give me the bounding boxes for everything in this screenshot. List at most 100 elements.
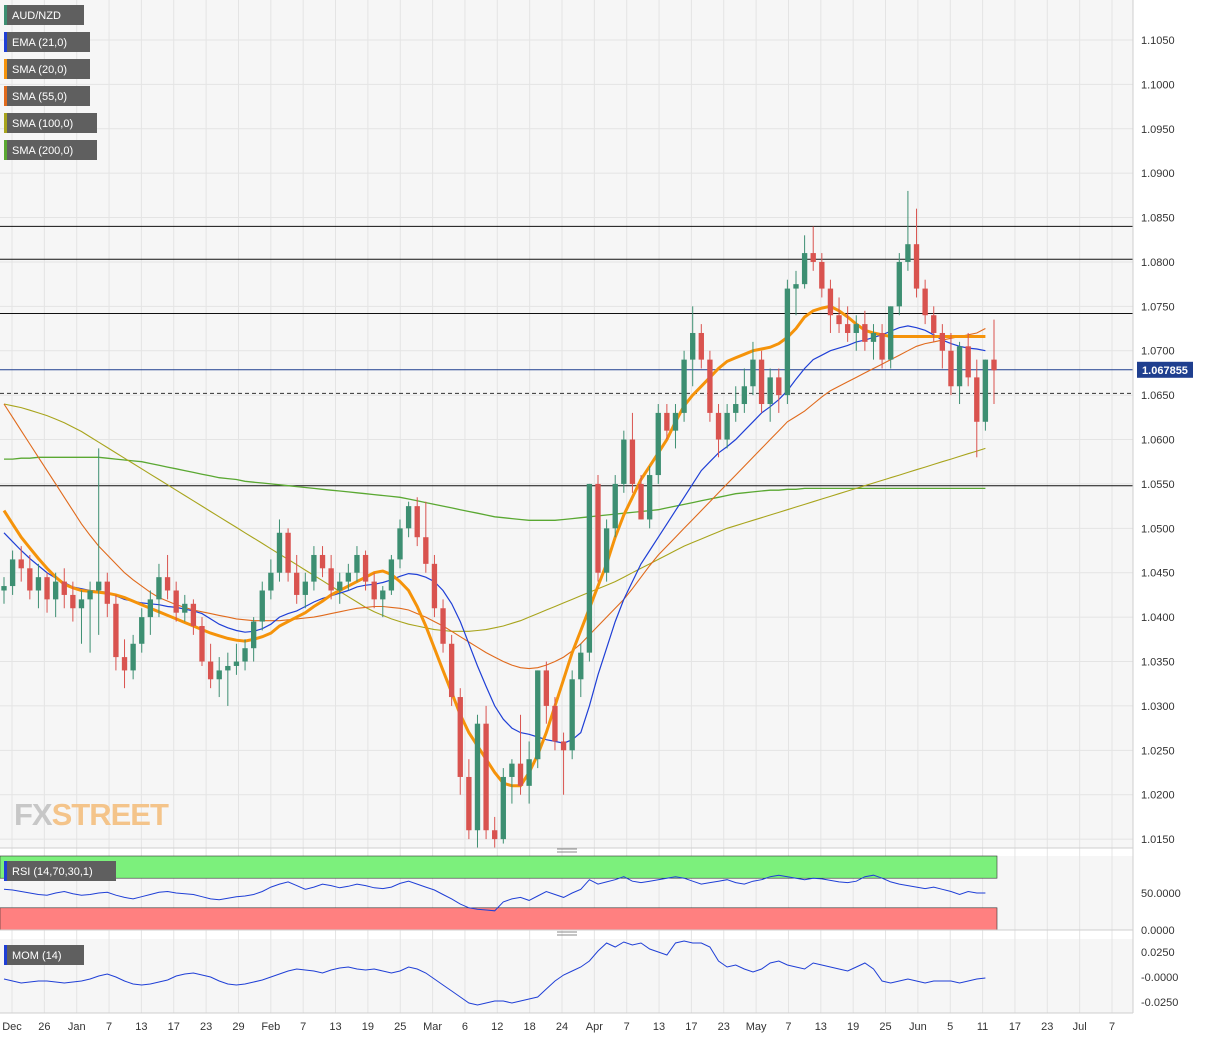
candle[interactable]: [767, 368, 773, 422]
candle[interactable]: [164, 554, 171, 600]
legend-item[interactable]: AUD/NZD: [4, 5, 84, 25]
panel-resize-handle[interactable]: [557, 848, 577, 853]
rsi-label-box[interactable]: RSI (14,70,30,1): [4, 861, 116, 881]
candle[interactable]: [698, 324, 704, 369]
candle[interactable]: [78, 590, 85, 644]
candle[interactable]: [870, 324, 877, 360]
candle[interactable]: [819, 253, 825, 298]
candle[interactable]: [70, 581, 76, 622]
candle[interactable]: [612, 475, 618, 538]
candle[interactable]: [9, 550, 16, 595]
candle[interactable]: [793, 270, 799, 316]
candle[interactable]: [681, 350, 687, 422]
candle[interactable]: [526, 741, 532, 804]
candle[interactable]: [741, 368, 748, 413]
candle[interactable]: [139, 608, 145, 653]
candle[interactable]: [147, 590, 154, 635]
candle[interactable]: [216, 657, 222, 698]
candle[interactable]: [276, 519, 283, 582]
candle[interactable]: [44, 572, 50, 613]
candle[interactable]: [268, 559, 274, 600]
ema21-line[interactable]: [3, 325, 986, 744]
candle[interactable]: [173, 581, 179, 622]
candle[interactable]: [397, 519, 403, 569]
candle[interactable]: [836, 297, 842, 333]
candle[interactable]: [371, 572, 377, 609]
candle[interactable]: [578, 643, 584, 698]
candle[interactable]: [431, 554, 438, 618]
candle[interactable]: [414, 497, 420, 547]
candle[interactable]: [707, 350, 713, 422]
candle[interactable]: [130, 634, 136, 680]
candle[interactable]: [552, 697, 558, 751]
sma20-line[interactable]: [2, 304, 986, 788]
sma100-line[interactable]: [3, 403, 986, 632]
candle[interactable]: [156, 563, 162, 618]
candle[interactable]: [113, 594, 119, 671]
candle[interactable]: [354, 546, 360, 582]
legend-item[interactable]: SMA (200,0): [4, 140, 97, 160]
candle[interactable]: [948, 332, 954, 396]
candle[interactable]: [535, 670, 541, 769]
candle[interactable]: [905, 190, 911, 271]
candle[interactable]: [724, 404, 730, 449]
candle[interactable]: [259, 581, 265, 631]
candle[interactable]: [939, 324, 946, 369]
candle[interactable]: [758, 350, 765, 413]
candle[interactable]: [457, 688, 463, 795]
candle[interactable]: [655, 404, 661, 484]
candle[interactable]: [517, 714, 524, 795]
candle[interactable]: [483, 705, 489, 840]
candle[interactable]: [474, 714, 481, 848]
candle[interactable]: [337, 572, 343, 604]
candle[interactable]: [991, 319, 997, 405]
legend-item[interactable]: EMA (21,0): [4, 32, 90, 52]
candle[interactable]: [1, 577, 7, 604]
candle[interactable]: [96, 448, 102, 635]
candle[interactable]: [922, 279, 928, 325]
candle[interactable]: [182, 594, 188, 622]
candle[interactable]: [492, 816, 498, 848]
candle[interactable]: [27, 554, 33, 600]
candle[interactable]: [207, 643, 214, 689]
legend-item[interactable]: SMA (100,0): [4, 113, 97, 133]
candle[interactable]: [810, 226, 816, 271]
candle[interactable]: [302, 572, 308, 609]
candle[interactable]: [199, 617, 205, 666]
candle[interactable]: [776, 368, 782, 413]
candle[interactable]: [35, 563, 42, 609]
candle[interactable]: [285, 528, 291, 582]
candle[interactable]: [440, 599, 446, 653]
candle[interactable]: [827, 279, 834, 333]
candle[interactable]: [595, 475, 601, 582]
candle[interactable]: [380, 586, 386, 618]
candle[interactable]: [61, 568, 67, 609]
candle[interactable]: [87, 581, 93, 653]
candle[interactable]: [733, 386, 739, 422]
candle[interactable]: [646, 466, 653, 529]
legend-item[interactable]: SMA (20,0): [4, 59, 90, 79]
candle[interactable]: [250, 617, 257, 662]
candle[interactable]: [448, 634, 455, 706]
candle[interactable]: [509, 759, 515, 804]
candle[interactable]: [388, 554, 395, 595]
candle[interactable]: [844, 306, 851, 342]
candle[interactable]: [328, 554, 334, 600]
candle[interactable]: [638, 475, 644, 520]
mom-label-box[interactable]: MOM (14): [4, 945, 84, 965]
sma55-line[interactable]: [3, 328, 986, 670]
candle[interactable]: [965, 332, 971, 387]
candle[interactable]: [888, 306, 894, 369]
candle[interactable]: [862, 310, 868, 351]
candle[interactable]: [715, 404, 722, 458]
candle[interactable]: [52, 572, 59, 618]
candle[interactable]: [974, 359, 980, 458]
candle[interactable]: [621, 430, 627, 493]
candle[interactable]: [750, 341, 756, 396]
candle[interactable]: [896, 253, 902, 316]
candle[interactable]: [801, 235, 808, 289]
rsi-line[interactable]: [3, 874, 986, 912]
candle[interactable]: [690, 306, 696, 387]
candle[interactable]: [18, 546, 24, 582]
candle[interactable]: [121, 639, 128, 689]
